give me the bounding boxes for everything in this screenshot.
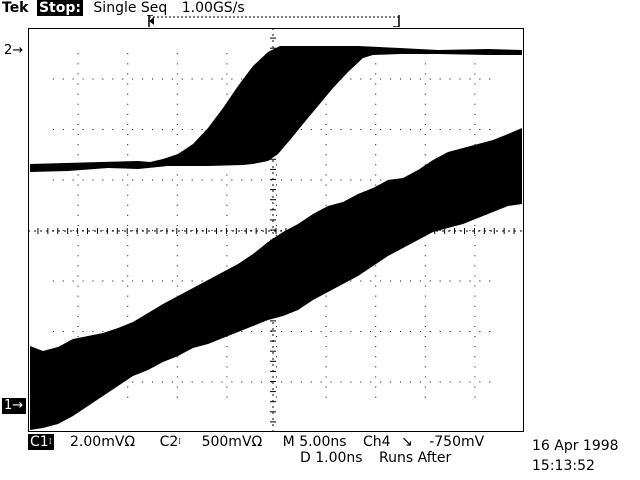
sample-rate: 1.00GS/s bbox=[181, 0, 245, 16]
channel-1-marker: 1→ bbox=[2, 398, 26, 414]
channel-2-tag: C2⁞ bbox=[159, 434, 182, 450]
acquisition-state-badge: Stop: bbox=[36, 0, 83, 16]
brand-label: Tek bbox=[2, 0, 29, 16]
channel-1-tag: C1⁞ bbox=[28, 434, 54, 450]
record-view-bracket bbox=[147, 15, 400, 27]
channel-2-scale: 500mVΩ bbox=[201, 434, 263, 450]
date: 16 Apr 1998 bbox=[532, 438, 619, 454]
falling-edge-icon: ↘ bbox=[401, 434, 413, 450]
channel-readout: C1⁞ 2.00mVΩ C2⁞ 500mVΩ M 5.00ns Ch4 ↘ -7… bbox=[28, 434, 484, 466]
delay: D 1.00ns bbox=[300, 450, 363, 466]
channel-2-trace bbox=[30, 46, 522, 172]
waveform-display bbox=[28, 28, 524, 432]
time: 15:13:52 bbox=[532, 458, 595, 474]
dc-coupling-icon: ⁞ bbox=[178, 437, 182, 447]
status-bar: Tek Stop: Single Seq 1.00GS/s bbox=[0, 0, 245, 16]
acquisition-mode: Single Seq bbox=[93, 0, 168, 16]
channel-1-trace bbox=[30, 128, 522, 430]
channel-2-marker: 2→ bbox=[4, 43, 24, 58]
date-time: 16 Apr 1998 15:13:52 bbox=[532, 436, 619, 476]
trigger-position-icon bbox=[149, 17, 154, 25]
timebase: M 5.00ns bbox=[282, 434, 347, 450]
runs-after: Runs After bbox=[379, 450, 452, 466]
dc-coupling-icon: ⁞ bbox=[48, 437, 52, 447]
channel-1-scale: 2.00mVΩ bbox=[70, 434, 136, 450]
trigger-source: Ch4 bbox=[363, 434, 391, 450]
trigger-level: -750mV bbox=[429, 434, 485, 450]
